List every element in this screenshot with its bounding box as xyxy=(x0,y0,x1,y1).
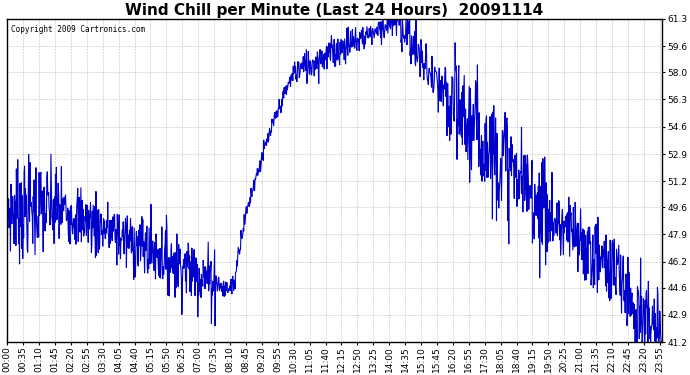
Text: Copyright 2009 Cartronics.com: Copyright 2009 Cartronics.com xyxy=(10,26,145,34)
Title: Wind Chill per Minute (Last 24 Hours)  20091114: Wind Chill per Minute (Last 24 Hours) 20… xyxy=(126,3,544,18)
